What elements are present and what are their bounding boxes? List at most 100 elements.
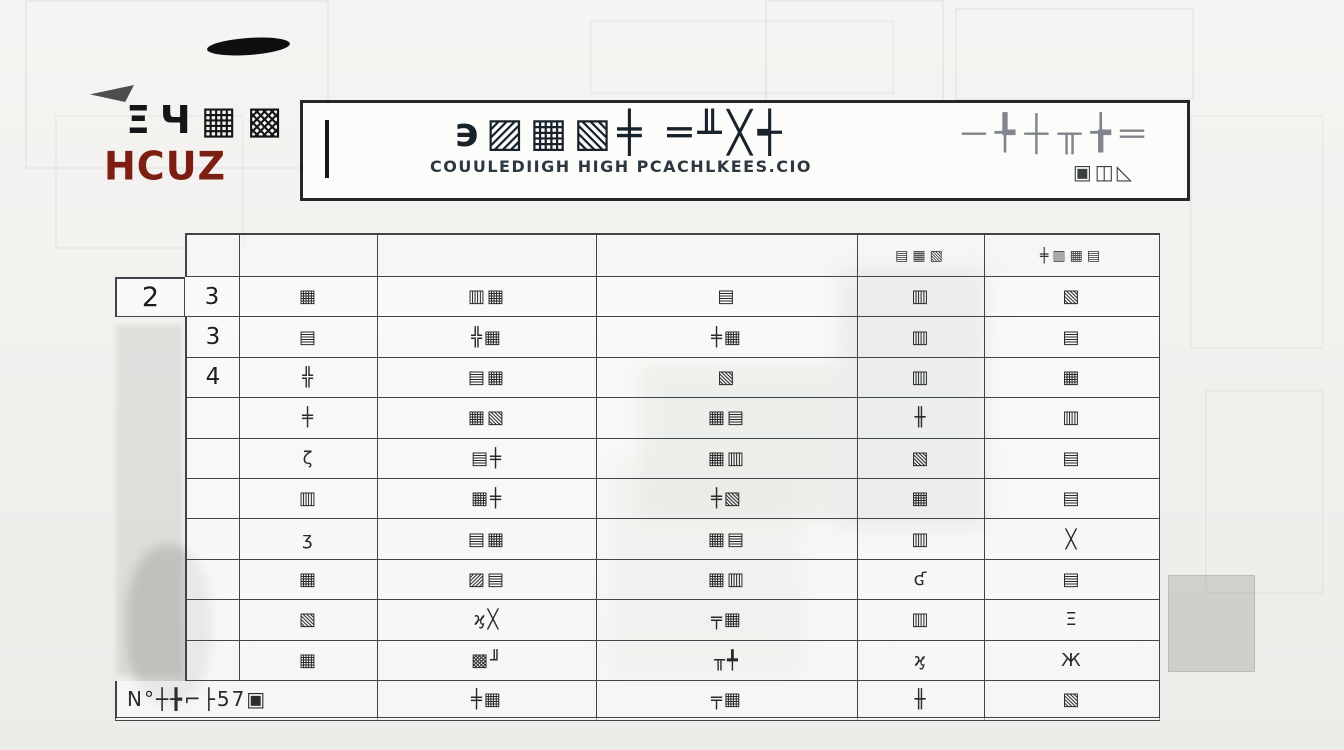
table-cell: ╫: [858, 398, 985, 439]
table-cell: ▦: [240, 559, 378, 601]
table-cell: [185, 478, 240, 520]
table-cell: ╬▦: [378, 317, 597, 358]
table-cell: ▥: [240, 478, 378, 520]
table-cell: [115, 398, 185, 438]
table-cell: 3: [185, 277, 240, 318]
header-banner: ϶▨▦▧╪ ═╨╳┽ COUULEDIIGH HIGH PCACHLKEES.C…: [300, 100, 1190, 201]
table-cell: ╪: [240, 398, 378, 439]
background-sketch: [955, 8, 1194, 100]
table-cell: ╤▦: [597, 680, 858, 722]
table-cell: ϗ╳: [378, 600, 597, 641]
banner-accent-bar: [325, 120, 329, 178]
logo-wordmark: HCUZ: [104, 143, 227, 189]
table-cell: ▤: [240, 317, 378, 358]
table-cell: [185, 600, 240, 641]
table-cell: ▥: [858, 357, 985, 399]
background-sketch: [1190, 115, 1324, 349]
table-cell: ▥▦: [378, 277, 597, 318]
ink-blob-icon: [206, 35, 291, 58]
table-cell: ▤: [597, 277, 858, 318]
table-cell: ╪▦: [597, 317, 858, 358]
table-cell: ╪▧: [597, 478, 858, 520]
table-cell: 2: [115, 277, 185, 318]
column-header: [185, 233, 240, 277]
table-cell: ▧: [985, 277, 1160, 318]
data-table: ▤▦▧ ╪▥▦▤ 2 3 ▦ ▥▦ ▤ ▥ ▧ 3 ▤ ╬▦ ╪▦ ▥ ▤ 4 ╬ ▤▦ ▧ ▥ ▦ ╪ ▦▧ ▦▤ ╫ ▥ ζ ▤╪…: [115, 233, 1160, 722]
table-cell: ϗ: [858, 640, 985, 681]
table-cell: ▦╪: [378, 478, 597, 520]
table-cell: [185, 519, 240, 560]
table-cell: ▦: [985, 357, 1160, 399]
table-cell: [185, 559, 240, 601]
table-cell: ▨▤: [378, 559, 597, 601]
table-cell: ▤▦: [378, 357, 597, 399]
table-cell: ╳: [985, 519, 1160, 560]
banner-sketch-seal: ▣◫◺: [1072, 160, 1135, 184]
table-cell: ▩╜: [378, 640, 597, 681]
table-cell: ▤: [985, 438, 1160, 479]
column-header: [378, 233, 597, 277]
title-block: ϶▨▦▧╪ ═╨╳┽ COUULEDIIGH HIGH PCACHLKEES.C…: [381, 110, 861, 178]
table-cell: ζ: [240, 438, 378, 479]
table-cell: ▥: [985, 398, 1160, 439]
table-cell: [115, 560, 185, 600]
doc-title: ϶▨▦▧╪ ═╨╳┽: [454, 110, 788, 156]
banner-sketch-strokes: ─╄┼╥╆═: [961, 113, 1153, 153]
table-cell: ▦: [240, 277, 378, 318]
table-cell: [115, 600, 185, 640]
table-cell: ʛ: [858, 559, 985, 601]
table-cell: ▥: [858, 519, 985, 560]
background-sketch: [1205, 390, 1324, 594]
table-cell: [115, 358, 185, 398]
table-cell: Ж: [985, 640, 1160, 681]
table-cell: ▦▥: [597, 438, 858, 479]
table-cell: [115, 641, 185, 681]
table-cell: ʒ: [240, 519, 378, 560]
column-header: [597, 233, 858, 277]
table-cell: ▤: [985, 317, 1160, 358]
table-cell: [115, 233, 185, 277]
background-sketch: [1168, 575, 1255, 672]
table-cell: 4: [185, 357, 240, 399]
table-cell: ╫: [858, 680, 985, 722]
table-cell: ▤: [985, 559, 1160, 601]
table-cell: ▤: [985, 478, 1160, 520]
table-cell: ▦▥: [597, 559, 858, 601]
table-cell: ▦: [240, 640, 378, 681]
table-cell: [115, 317, 185, 357]
table-annotation: N°┼╊⌐├57▣: [115, 680, 378, 722]
table-cell: 3: [185, 317, 240, 358]
table-cell: [115, 519, 185, 559]
table-cell: [185, 398, 240, 439]
column-header: ╪▥▦▤: [985, 233, 1160, 277]
table-cell: ▦: [858, 478, 985, 520]
table-cell: [115, 439, 185, 479]
table-cell: ▦▧: [378, 398, 597, 439]
column-header: ▤▦▧: [858, 233, 985, 277]
table-cell: [185, 438, 240, 479]
background-sketch: [765, 0, 944, 102]
table-cell: [185, 640, 240, 681]
table-cell: ▥: [858, 600, 985, 641]
column-header: [240, 233, 378, 277]
table-cell: ▧: [858, 438, 985, 479]
table-cell: ▥: [858, 277, 985, 318]
table-cell: Ξ: [985, 600, 1160, 641]
doc-subtitle: COUULEDIIGH HIGH PCACHLKEES.CIO: [429, 157, 812, 176]
table-cell: ╤▦: [597, 600, 858, 641]
table-cell: ▤▦: [378, 519, 597, 560]
table-cell: ╪▦: [378, 680, 597, 722]
table-cell: ▦▤: [597, 398, 858, 439]
table-cell: ▧: [597, 357, 858, 399]
table-cell: ▧: [240, 600, 378, 641]
table-cell: [115, 479, 185, 519]
table-cell: ▥: [858, 317, 985, 358]
table-cell: ▤╪: [378, 438, 597, 479]
table-cell: ▧: [985, 680, 1160, 722]
table-cell: ╬: [240, 357, 378, 399]
table-cell: ╥╇: [597, 640, 858, 681]
background-sketch: [590, 20, 894, 94]
logo-glyphs: ΞЧ▦▩: [126, 98, 293, 142]
table-cell: ▦▤: [597, 519, 858, 560]
